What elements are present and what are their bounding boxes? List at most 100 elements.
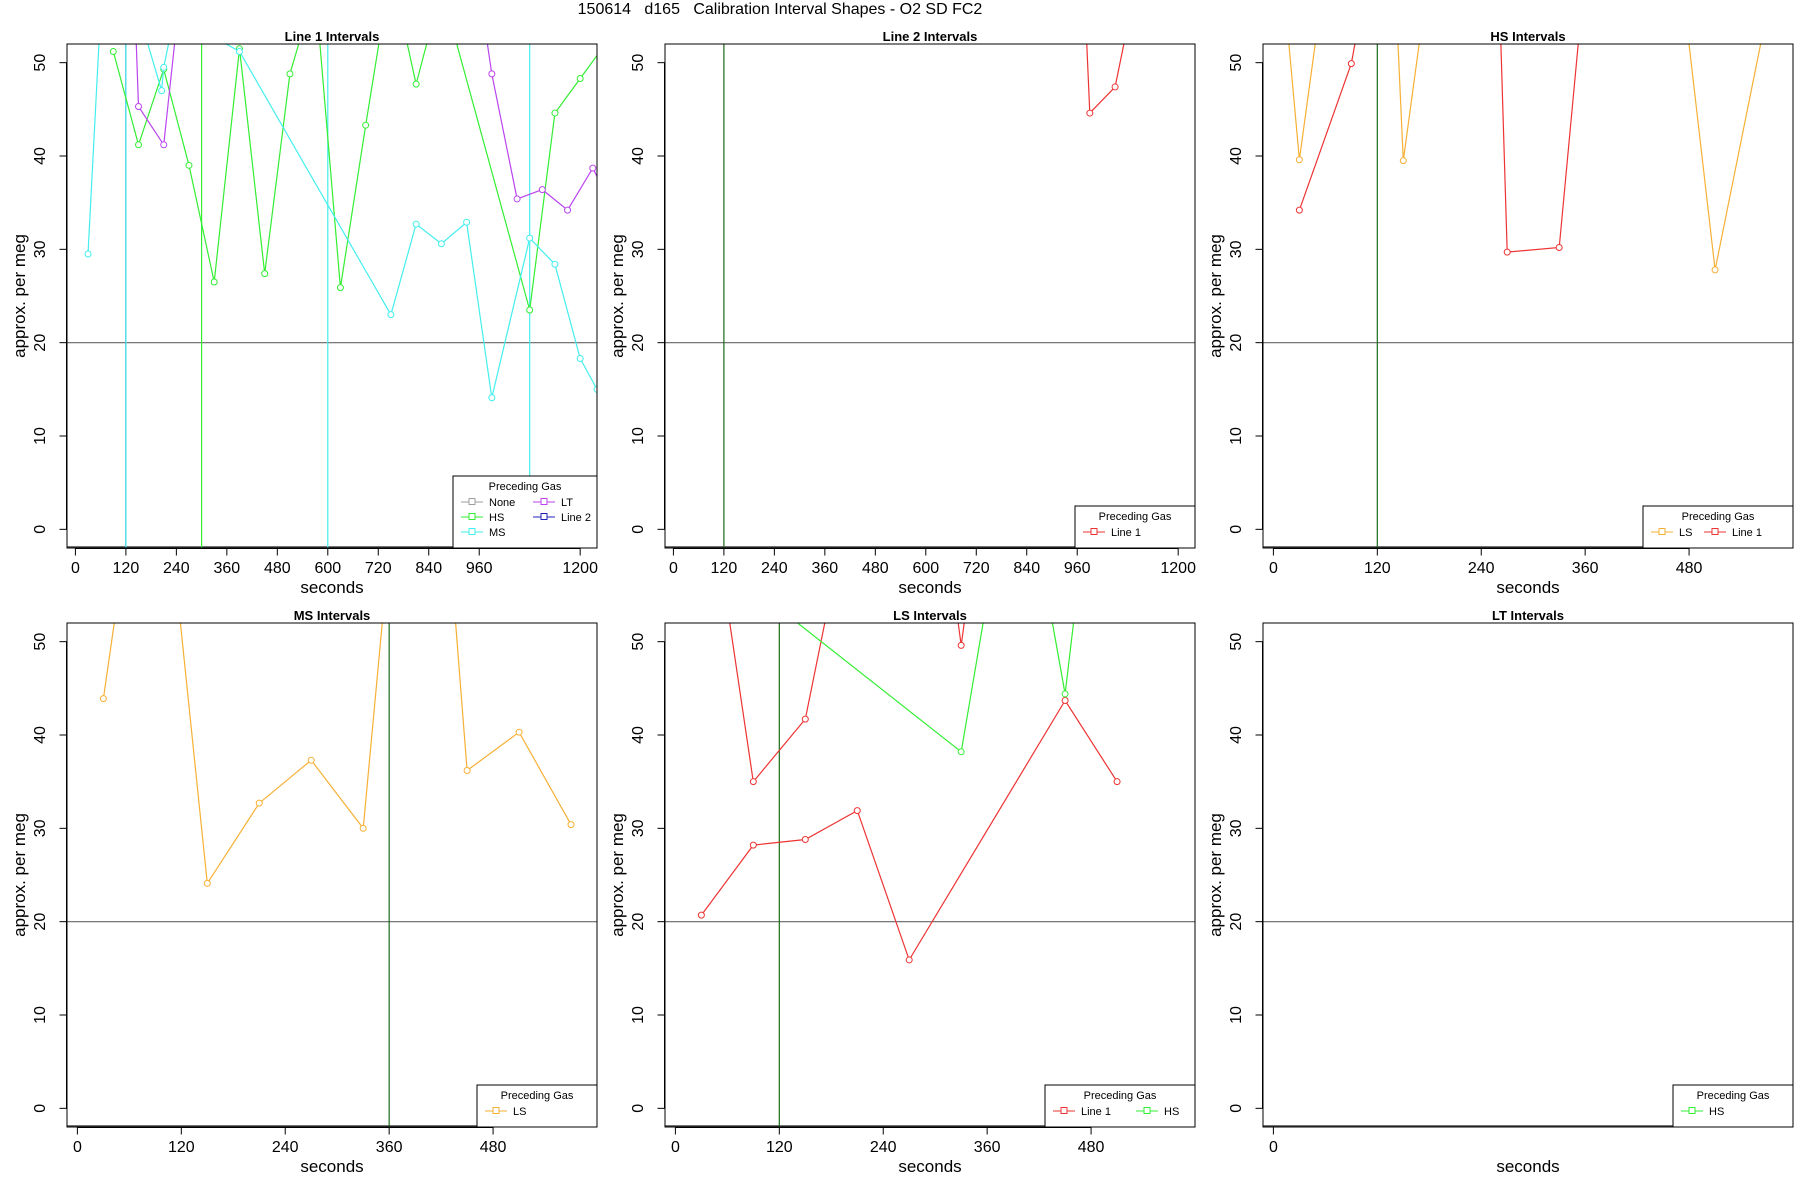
series-line-ls [102, 623, 572, 886]
chart-panel-3: HS Intervals 0 120 240 360 480 0 10 20 30 40 50 seco… [1206, 29, 1794, 597]
data-point-ls [255, 799, 263, 807]
plot-area [665, 623, 1195, 1127]
y-tick-label: 20 [1228, 334, 1245, 352]
y-tick-label: 50 [1228, 54, 1245, 72]
x-tick-label: 960 [1064, 560, 1091, 577]
chart-panel-2: Line 2 Intervals 0 120 240 360 480 600 720 840 96… [608, 29, 1196, 597]
x-axis-label: seconds [1496, 1157, 1559, 1176]
x-tick-label: 720 [365, 560, 392, 577]
legend-label-none: None [489, 497, 515, 509]
x-tick-label: 240 [1468, 560, 1495, 577]
data-point-ls [1295, 156, 1303, 164]
data-point-hs [336, 284, 344, 292]
y-axis-label: approx. per meg [1206, 234, 1225, 358]
x-tick-label: 960 [466, 560, 493, 577]
x-axis-label: seconds [300, 578, 363, 597]
x-tick-label: 600 [314, 560, 341, 577]
x-tick-label: 480 [862, 560, 889, 577]
x-axis-label: seconds [1496, 578, 1559, 597]
legend-swatch-marker [1060, 1107, 1068, 1114]
chart-title: LS Intervals [893, 608, 967, 623]
data-point-line-1 [1113, 778, 1121, 786]
series-line-ms [87, 44, 597, 398]
series-line-line-1 [729, 623, 826, 784]
y-tick-label: 0 [1228, 1104, 1245, 1113]
data-point-ms [84, 250, 92, 258]
data-point-ls [307, 756, 315, 764]
y-tick-label: 50 [32, 633, 49, 651]
data-point-ls [99, 695, 107, 703]
data-point-line-1 [801, 836, 809, 844]
data-point-ms [463, 218, 471, 226]
y-tick-label: 30 [32, 240, 49, 258]
x-tick-label: 360 [1572, 560, 1599, 577]
legend-label-line-1: Line 1 [1111, 527, 1141, 539]
x-tick-label: 0 [1269, 560, 1278, 577]
data-point-hs [957, 748, 965, 756]
y-axis-label: approx. per meg [10, 234, 29, 358]
legend: Preceding Gas None HS MS LT Line 2 [452, 475, 598, 549]
legend-box [1642, 505, 1794, 549]
plot-area [67, 623, 597, 1127]
data-point-line-1 [1503, 248, 1511, 256]
legend-title: Preceding Gas [489, 481, 562, 493]
x-tick-label: 120 [711, 560, 738, 577]
plot-frame [664, 622, 1196, 1128]
legend-box [1044, 1084, 1196, 1128]
y-tick-label: 40 [1228, 726, 1245, 744]
plot-area [665, 44, 1195, 548]
legend-title: Preceding Gas [501, 1090, 574, 1102]
data-point-ms [412, 220, 420, 228]
x-tick-label: 360 [213, 560, 240, 577]
chart-title: MS Intervals [294, 608, 371, 623]
legend-box [476, 1084, 598, 1128]
y-tick-label: 40 [630, 726, 647, 744]
legend-label-line-2: Line 2 [561, 512, 591, 524]
x-tick-label: 360 [974, 1139, 1001, 1156]
x-tick-label: 0 [1269, 1139, 1278, 1156]
x-tick-label: 0 [669, 560, 678, 577]
chart-title: LT Intervals [1492, 608, 1564, 623]
data-point-hs [185, 161, 193, 169]
legend-label-ls: LS [1679, 527, 1692, 539]
legend-swatch-marker [1711, 528, 1719, 535]
data-point-lt [564, 206, 572, 214]
data-point-ls [1399, 157, 1407, 165]
legend-swatch-marker [1658, 528, 1666, 535]
legend-label-ls: LS [513, 1106, 526, 1118]
data-point-ms [526, 234, 534, 242]
data-point-line-1 [1555, 243, 1563, 251]
plot-frame [664, 43, 1196, 549]
y-tick-label: 30 [630, 819, 647, 837]
x-tick-label: 720 [963, 560, 990, 577]
data-point-lt [538, 186, 546, 194]
data-point-ms [551, 260, 559, 268]
y-tick-label: 0 [630, 525, 647, 534]
plot-frame [1262, 622, 1794, 1128]
x-tick-label: 120 [766, 1139, 793, 1156]
legend-label-line-1: Line 1 [1081, 1106, 1111, 1118]
data-point-ms [488, 394, 496, 402]
legend: Preceding Gas LS Line 1 [1642, 505, 1794, 549]
data-point-ms [387, 311, 395, 319]
y-tick-label: 50 [630, 54, 647, 72]
x-tick-label: 120 [1364, 560, 1391, 577]
x-tick-label: 0 [73, 1139, 82, 1156]
y-tick-label: 40 [32, 147, 49, 165]
legend-swatch-marker [468, 513, 476, 520]
y-tick-label: 30 [630, 240, 647, 258]
chart-title: Line 2 Intervals [883, 29, 978, 44]
legend-box [1074, 505, 1196, 549]
y-tick-label: 20 [630, 913, 647, 931]
y-tick-label: 30 [1228, 819, 1245, 837]
data-point-line-1 [1347, 60, 1355, 68]
x-tick-label: 240 [163, 560, 190, 577]
y-tick-label: 10 [630, 427, 647, 445]
data-point-ms [576, 355, 584, 363]
y-axis-label: approx. per meg [608, 813, 627, 937]
y-tick-label: 40 [1228, 147, 1245, 165]
data-point-line-1 [1111, 83, 1119, 91]
x-tick-label: 480 [480, 1139, 507, 1156]
y-tick-label: 20 [630, 334, 647, 352]
legend-title: Preceding Gas [1682, 511, 1755, 523]
